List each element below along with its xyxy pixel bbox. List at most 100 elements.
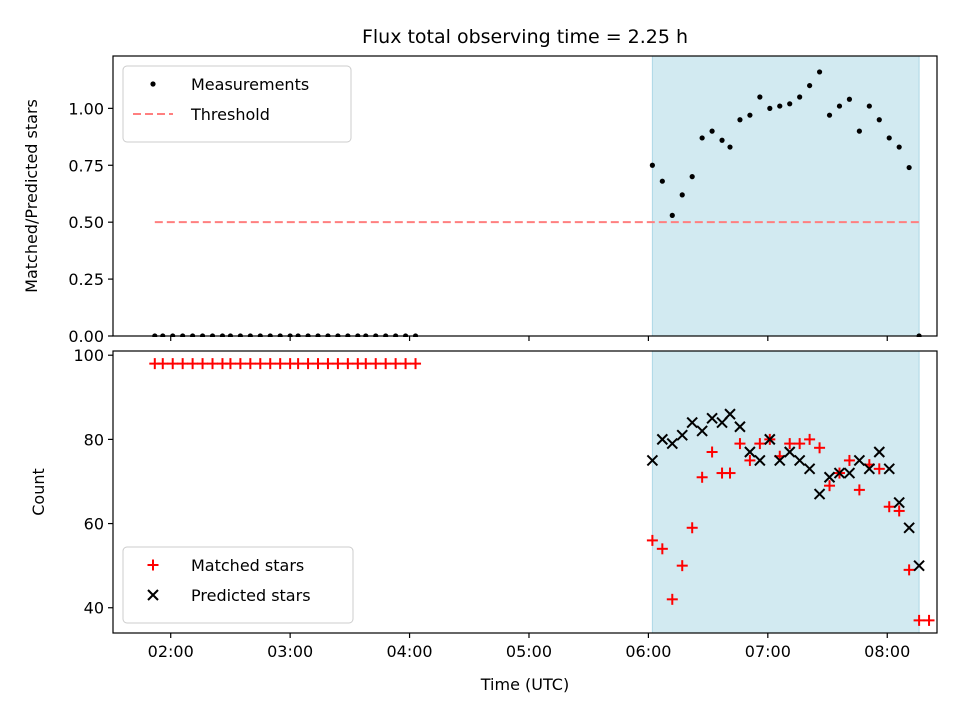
matched-stars-point-33 <box>696 471 708 483</box>
x-tick-label-1: 03:00 <box>267 642 313 661</box>
y-tick-label-2: 0.50 <box>68 213 104 232</box>
y-tick-label-1: 60 <box>84 515 104 534</box>
legend-box <box>122 65 352 143</box>
matched-stars-point-28 <box>646 534 658 546</box>
matched-stars-point-13 <box>274 358 286 370</box>
count-panel: 02:00 03:00 04:00 05:00 06:00 07:00 08:00 40 60 8… <box>29 346 938 661</box>
matched-stars-point-10 <box>244 358 256 370</box>
matched-stars-point-37 <box>734 438 746 450</box>
predicted-stars-point-20 <box>843 467 856 479</box>
y-tick-label-1: 0.25 <box>68 270 104 289</box>
predicted-stars-point-17-b <box>813 488 826 500</box>
y-tick-label-4: 1.00 <box>68 99 104 118</box>
matched-stars-point-31 <box>676 560 688 572</box>
predicted-stars-point-10 <box>744 446 756 458</box>
predicted-stars-point-8 <box>724 408 736 420</box>
predicted-stars-point-6-b <box>706 412 718 425</box>
matched-stars-point-56 <box>923 614 935 626</box>
x-tick-label-4: 06:00 <box>625 642 671 661</box>
matched-stars-point-12 <box>264 358 276 370</box>
predicted-stars-point-25 <box>893 496 905 509</box>
predicted-stars-point-16-b <box>803 463 816 475</box>
predicted-stars-point-25-b <box>893 496 905 509</box>
measurements-point-43 <box>797 94 803 100</box>
predicted-stars-point-23 <box>873 446 885 458</box>
matched-stars-point-23 <box>370 358 382 370</box>
predicted-stars-point-18-b <box>823 471 836 483</box>
predicted-stars-point-2-b <box>666 437 678 450</box>
measurements-point-39 <box>757 94 763 100</box>
predicted-stars-point-27-b <box>913 559 925 572</box>
predicted-stars-point-14 <box>784 446 796 458</box>
matched-stars-point-16 <box>302 358 314 370</box>
y-tick-label-3: 100 <box>73 346 104 365</box>
matched-stars-point-29 <box>656 543 668 555</box>
y-axis-label: Matched/Predicted stars <box>22 99 41 293</box>
predicted-stars-point-22-b <box>863 463 876 475</box>
legend-threshold-label: Threshold <box>190 105 270 124</box>
predicted-stars-point-12 <box>764 433 776 446</box>
matched-stars-point-2 <box>167 358 179 370</box>
measurements-point-42 <box>787 101 793 107</box>
legend-box <box>122 546 354 624</box>
ratio-panel: 0.00 0.25 0.50 0.75 1.00 Matched/Predicted st… <box>22 55 938 346</box>
matched-stars-point-51 <box>873 463 885 475</box>
predicted-stars-point-17 <box>813 488 826 500</box>
predicted-stars-point-11 <box>754 454 766 467</box>
x-tick-label-5: 07:00 <box>745 642 791 661</box>
predicted-stars-point-26-b <box>903 522 915 534</box>
predicted-stars-point-20-b <box>843 467 856 479</box>
legend-measurements-label: Measurements <box>191 75 309 94</box>
measurements-point-32 <box>689 174 695 180</box>
y-tick-label-0: 0.00 <box>68 327 104 346</box>
legend-matched-stars-marker <box>147 559 159 571</box>
predicted-stars-point-21-b <box>853 454 866 467</box>
measurements-point-40 <box>767 105 773 111</box>
measurements-point-36 <box>727 144 733 150</box>
matched-stars-point-22 <box>360 358 372 370</box>
predicted-stars-point-26 <box>903 522 915 534</box>
legend-predicted-stars-marker-b <box>147 589 159 601</box>
legend: Matched stars Predicted stars <box>122 546 354 624</box>
predicted-stars-point-8-b <box>724 408 736 420</box>
matched-stars-point-17 <box>312 358 324 370</box>
matched-stars-point-48 <box>843 454 855 466</box>
predicted-stars-point-0 <box>646 454 659 467</box>
matched-stars-point-42 <box>784 438 796 450</box>
matched-stars-point-52 <box>883 501 895 513</box>
matched-stars-point-36 <box>724 467 736 479</box>
matched-stars-point-43 <box>794 438 806 450</box>
measurements-point-49 <box>856 128 862 134</box>
matched-stars-point-8 <box>224 358 236 370</box>
measurements-point-30 <box>669 212 675 218</box>
x-axis-label: Time (UTC) <box>480 675 569 694</box>
y-tick-label-0: 40 <box>84 599 104 618</box>
y-tick-label-2: 80 <box>84 430 104 449</box>
predicted-stars-point-24-b <box>883 463 895 475</box>
predicted-stars-point-13-b <box>774 454 786 467</box>
matched-stars-point-34 <box>706 446 718 458</box>
axes-frame <box>112 350 938 634</box>
observing-window-span <box>651 55 920 337</box>
matched-stars-point-26 <box>400 358 412 370</box>
predicted-stars-point-0-b <box>646 454 659 467</box>
matched-stars-point-38 <box>744 454 756 466</box>
matched-stars-point-9 <box>234 358 246 370</box>
matched-stars-point-39 <box>754 438 766 450</box>
y-tick-label-3: 0.75 <box>68 156 104 175</box>
predicted-stars-point-2 <box>666 437 678 450</box>
predicted-stars-point-5 <box>696 425 708 437</box>
legend-predicted-stars-marker <box>147 589 159 601</box>
predicted-stars-point-16 <box>803 463 816 475</box>
matched-stars-point-11 <box>254 358 266 370</box>
measurements-point-28 <box>649 162 655 168</box>
predicted-stars-point-11-b <box>754 454 766 467</box>
predicted-stars-point-23-b <box>873 446 885 458</box>
measurements-point-41 <box>777 103 783 109</box>
predicted-stars-point-18 <box>823 471 836 483</box>
matched-stars-point-49 <box>853 484 865 496</box>
predicted-stars-point-9-b <box>734 421 746 433</box>
predicted-stars-point-3-b <box>676 429 688 441</box>
matched-stars-point-5 <box>197 358 209 370</box>
